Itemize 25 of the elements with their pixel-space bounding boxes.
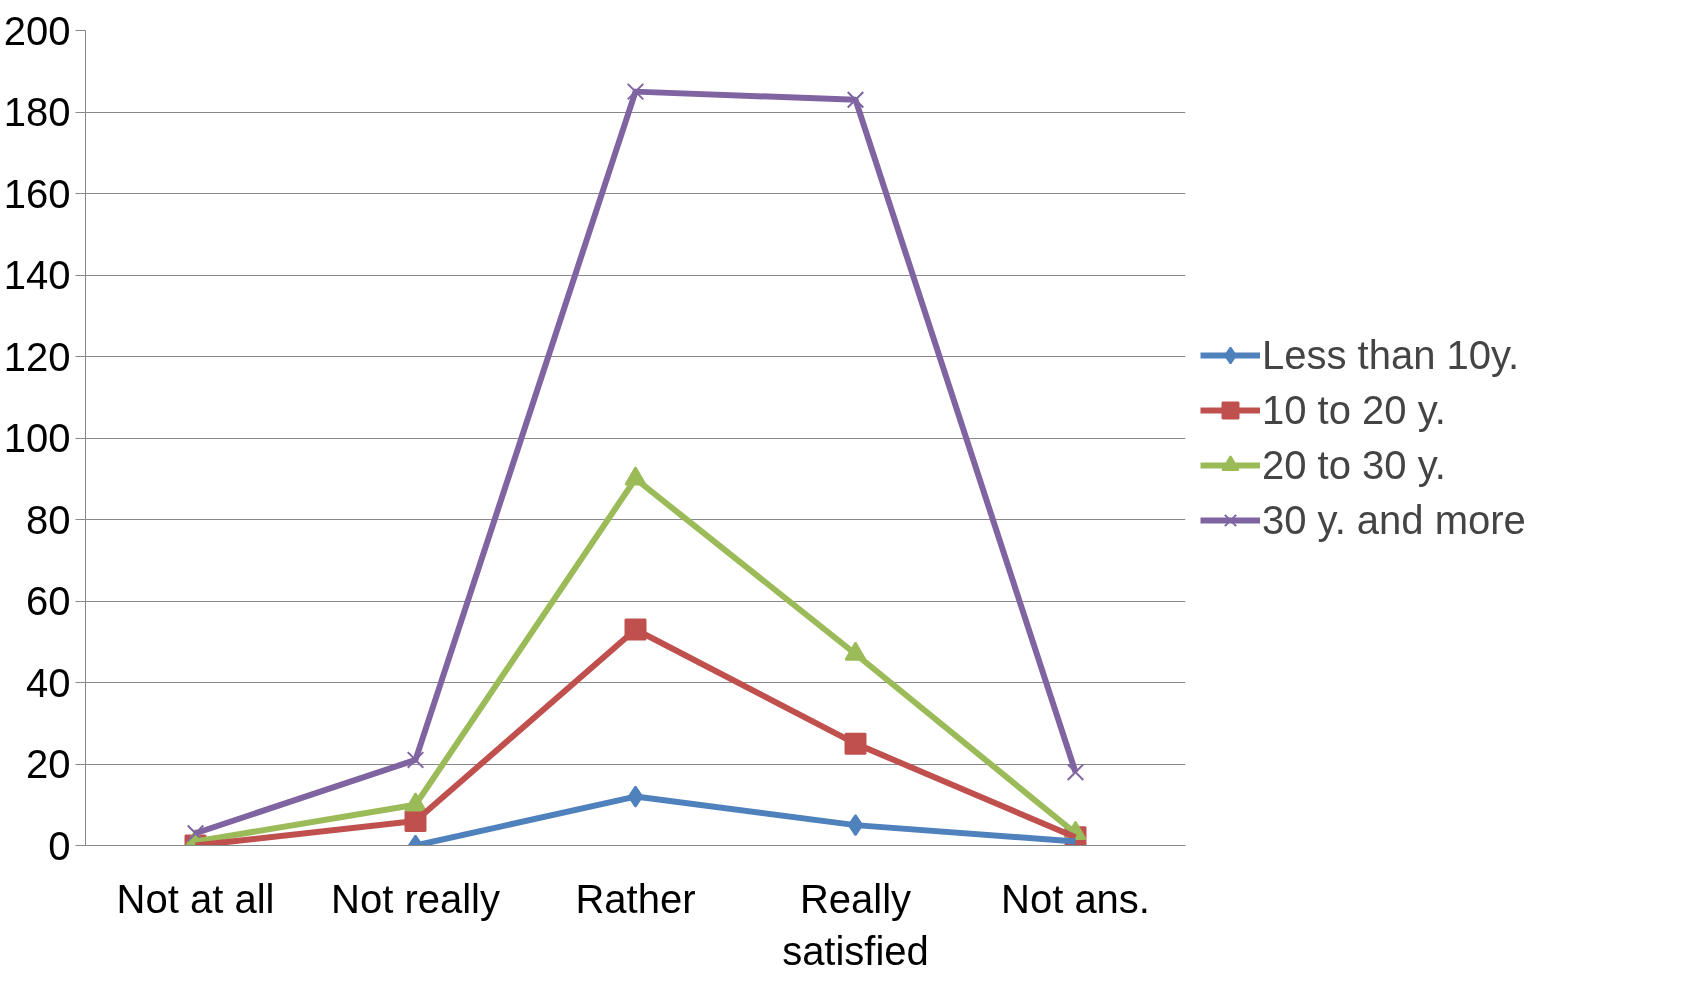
y-tick-label: 180	[3, 90, 71, 134]
point	[626, 82, 645, 101]
y-tick-label: 40	[26, 660, 71, 705]
x-tick-label: Not at all	[116, 876, 275, 921]
y-tick-label: 200	[3, 8, 71, 53]
x-tick-label: Not really	[331, 876, 500, 921]
y-tick-label: 0	[48, 823, 71, 868]
y-tick-label: 80	[26, 497, 71, 542]
point	[406, 751, 425, 769]
legend-label: Less than 10y.	[1262, 332, 1520, 378]
legend-label: 10 to 20 y.	[1262, 387, 1446, 433]
y-tick-label: 60	[26, 579, 71, 623]
x-tick-label: Really satisfied	[782, 876, 929, 974]
point	[1066, 763, 1085, 781]
x-tick-label: Rather	[575, 876, 696, 921]
legend-label: 20 to 30 y.	[1262, 442, 1446, 488]
x-tick-label: Not ans.	[1001, 876, 1150, 921]
y-tick-label: 20	[26, 742, 71, 786]
point	[186, 824, 205, 843]
y-tick-label: 140	[3, 253, 71, 297]
y-tick-label: 120	[3, 334, 71, 379]
y-tick-label: 160	[3, 171, 71, 216]
y-tick-label: 100	[3, 416, 71, 460]
point	[846, 91, 865, 109]
legend-label: 30 y. and more	[1262, 497, 1526, 543]
